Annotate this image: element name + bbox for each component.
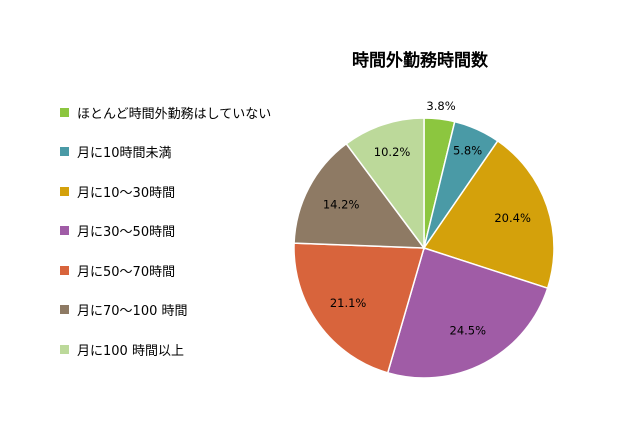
legend-item: 月に50～70時間	[60, 260, 271, 280]
legend-swatch	[60, 107, 69, 117]
legend-swatch	[60, 186, 69, 196]
slice-data-label: 3.8%	[426, 99, 455, 113]
legend-swatch	[60, 147, 69, 156]
slice-data-label: 20.4%	[494, 211, 531, 225]
legend: ほとんど時間外勤務はしていない 月に10時間未満 月に10～30時間 月に30～…	[60, 102, 271, 379]
legend-label: 月に10時間未満	[77, 146, 172, 161]
slice-data-label: 14.2%	[323, 197, 360, 211]
legend-label: 月に70～100 時間	[77, 304, 188, 319]
legend-item: ほとんど時間外勤務はしていない	[60, 102, 271, 122]
slice-data-label: 24.5%	[450, 324, 487, 338]
legend-item: 月に70～100 時間	[60, 300, 271, 320]
legend-label: 月に50～70時間	[77, 264, 176, 280]
pie-slice	[293, 142, 426, 249]
legend-item: 月に10～30時間	[60, 181, 271, 201]
chart-title: 時間外勤務時間数	[352, 51, 488, 71]
legend-swatch	[60, 344, 69, 354]
legend-swatch	[60, 226, 69, 235]
slice-data-label: 10.2%	[374, 145, 411, 159]
legend-swatch	[60, 305, 69, 314]
legend-item: 月に10時間未満	[60, 142, 271, 162]
legend-item: 月に30～50時間	[60, 221, 271, 241]
legend-item: 月に100 時間以上	[60, 339, 271, 359]
legend-label: 月に100 時間以上	[77, 343, 184, 359]
slice-data-label: 21.1%	[330, 296, 367, 310]
pie-slice	[386, 247, 549, 379]
legend-label: 月に30～50時間	[77, 225, 176, 240]
slice-data-label: 5.8%	[453, 144, 482, 158]
pie-slice	[345, 117, 425, 251]
legend-label: ほとんど時間外勤務はしていない	[77, 106, 272, 122]
legend-swatch	[60, 265, 69, 275]
pie-slice	[422, 139, 555, 290]
legend-label: 月に10～30時間	[77, 185, 176, 201]
pie-slice	[293, 242, 425, 374]
